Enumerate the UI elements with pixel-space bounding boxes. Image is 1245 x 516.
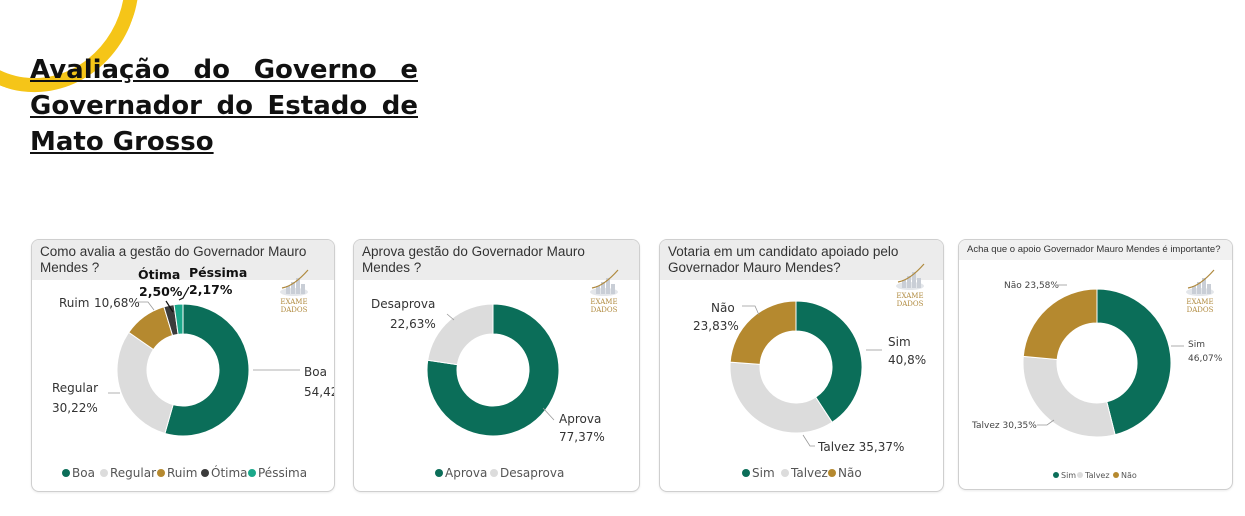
chart-title: Votaria em um candidato apoiado pelo Gov… (660, 240, 943, 280)
legend: Sim Talvez Não (742, 466, 862, 480)
legend-otima: Ótima (211, 465, 248, 480)
slice-desaprova (427, 303, 494, 366)
label-nao: Não 23,58% (1004, 281, 1059, 291)
label-nao-name: Não (711, 301, 735, 315)
logo-line1: EXAME (1186, 298, 1213, 306)
label-sim-value: 40,8% (888, 353, 926, 367)
legend-swatch-sim (742, 469, 750, 477)
chart-card-aprova: Aprova gestão do Governador Mauro Mendes… (353, 239, 640, 492)
legend-swatch-sim (1053, 472, 1059, 478)
label-otima-value: 2,50% (139, 284, 183, 299)
label-sim-value: 46,07% (1188, 354, 1223, 364)
legend: Aprova Desaprova (435, 466, 564, 480)
label-regular-name: Regular (52, 381, 98, 395)
legend-nao: Não (1121, 471, 1137, 480)
label-ruim-name: Ruim (59, 296, 89, 310)
slice-sim (795, 300, 863, 423)
legend-regular: Regular (110, 466, 156, 480)
logo-line2: DADOS (897, 300, 924, 308)
label-sim-name: Sim (1188, 340, 1205, 350)
donut-chart-votaria: Não 23,83% Sim 40,8% Talvez 35,37% Sim T… (693, 263, 926, 480)
legend-swatch-regular (100, 469, 108, 477)
chart-card-gestao: Como avalia a gestão do Governador Mauro… (31, 239, 335, 492)
donut-chart-aprova: Desaprova 22,63% Aprova 77,37% Aprova De… (371, 269, 619, 480)
legend-aprova: Aprova (445, 466, 487, 480)
donut-chart-gestao: Boa 54,42% Regular 30,22% Ruim 10,68% Ót… (52, 265, 334, 480)
legend-boa: Boa (72, 466, 95, 480)
legend-swatch-otima (201, 469, 209, 477)
label-aprova-value: 77,37% (559, 430, 605, 444)
label-boa-name: Boa (304, 365, 327, 379)
legend-swatch-talvez (781, 469, 789, 477)
label-aprova-name: Aprova (559, 412, 601, 426)
slice-aprova (426, 303, 560, 437)
legend-talvez: Talvez (790, 466, 828, 480)
label-nao-value: 23,83% (693, 319, 739, 333)
label-otima-name: Ótima (138, 267, 180, 282)
label-talvez: Talvez 35,37% (817, 440, 904, 454)
chart-title: Aprova gestão do Governador Mauro Mendes… (354, 240, 639, 280)
label-desaprova-name: Desaprova (371, 297, 435, 311)
logo-line2: DADOS (281, 306, 308, 314)
slice-nao (729, 300, 797, 365)
legend-swatch-nao (828, 469, 836, 477)
label-pessima-name: Péssima (189, 265, 247, 280)
label-boa-value: 54,42% (304, 385, 334, 399)
page-title: Avaliação do Governo e Governador do Est… (30, 55, 418, 157)
logo-line2: DADOS (1187, 306, 1214, 314)
legend-pessima: Péssima (258, 466, 307, 480)
label-talvez: Talvez 30,35% (971, 421, 1037, 431)
legend-nao: Não (838, 466, 862, 480)
legend-sim: Sim (1061, 471, 1076, 480)
slice-nao (1022, 288, 1098, 360)
donut-chart-importante: Não 23,58% Sim 46,07% Talvez 30,35% Sim … (971, 269, 1223, 480)
slice-talvez (1022, 355, 1116, 438)
slice-talvez (729, 361, 833, 434)
legend-swatch-aprova (435, 469, 443, 477)
chart-card-votaria: Votaria em um candidato apoiado pelo Gov… (659, 239, 944, 492)
legend-swatch-ruim (157, 469, 165, 477)
legend-desaprova: Desaprova (500, 466, 564, 480)
logo-line1: EXAME (590, 298, 617, 306)
legend: Sim Talvez Não (1053, 471, 1137, 480)
legend-swatch-talvez (1077, 472, 1083, 478)
logo-line1: EXAME (896, 292, 923, 300)
legend: Boa Regular Ruim Ótima Péssima (62, 465, 307, 480)
legend-sim: Sim (752, 466, 775, 480)
slice-sim (1096, 288, 1172, 436)
legend-swatch-pessima (248, 469, 256, 477)
label-sim-name: Sim (888, 335, 911, 349)
chart-card-importante: Acha que o apoio Governador Mauro Mendes… (958, 239, 1233, 490)
chart-title: Acha que o apoio Governador Mauro Mendes… (959, 240, 1232, 260)
legend-ruim: Ruim (167, 466, 197, 480)
logo-line2: DADOS (591, 306, 618, 314)
legend-swatch-nao (1113, 472, 1119, 478)
legend-swatch-desaprova (490, 469, 498, 477)
legend-talvez: Talvez (1084, 471, 1110, 480)
legend-swatch-boa (62, 469, 70, 477)
label-regular-value: 30,22% (52, 401, 98, 415)
label-ruim-value: 10,68% (94, 296, 140, 310)
slice-boa (164, 303, 250, 437)
logo-line1: EXAME (280, 298, 307, 306)
slice-regular (116, 331, 174, 435)
slice-pessima (173, 303, 184, 335)
label-pessima-value: 2,17% (189, 282, 233, 297)
chart-title: Como avalia a gestão do Governador Mauro… (32, 240, 334, 280)
label-desaprova-value: 22,63% (390, 317, 436, 331)
